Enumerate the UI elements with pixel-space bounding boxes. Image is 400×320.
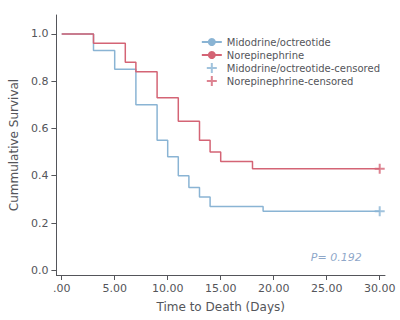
svg-text:30.00: 30.00 <box>364 282 396 295</box>
svg-text:Cummulative Survival: Cummulative Survival <box>7 79 21 211</box>
svg-text:10.00: 10.00 <box>152 282 184 295</box>
svg-text:P= 0.192: P= 0.192 <box>311 251 362 264</box>
svg-text:Midodrine/octreotide: Midodrine/octreotide <box>227 37 331 48</box>
svg-text:20.00: 20.00 <box>258 282 290 295</box>
svg-text:Time to Death (Days): Time to Death (Days) <box>155 300 284 314</box>
svg-text:15.00: 15.00 <box>205 282 237 295</box>
svg-text:5.00: 5.00 <box>102 282 127 295</box>
svg-text:1.0: 1.0 <box>31 27 49 40</box>
svg-text:Midodrine/octreotide-censored: Midodrine/octreotide-censored <box>227 63 380 74</box>
svg-text:0.0: 0.0 <box>31 264 49 277</box>
svg-text:0.2: 0.2 <box>31 217 49 230</box>
svg-text:0.8: 0.8 <box>31 75 49 88</box>
svg-text:.00: .00 <box>53 282 71 295</box>
svg-text:0.6: 0.6 <box>31 122 49 135</box>
svg-text:Norepinephrine-censored: Norepinephrine-censored <box>227 76 354 87</box>
svg-text:0.4: 0.4 <box>31 169 49 182</box>
svg-text:Norepinephrine: Norepinephrine <box>227 50 304 61</box>
svg-text:25.00: 25.00 <box>311 282 343 295</box>
